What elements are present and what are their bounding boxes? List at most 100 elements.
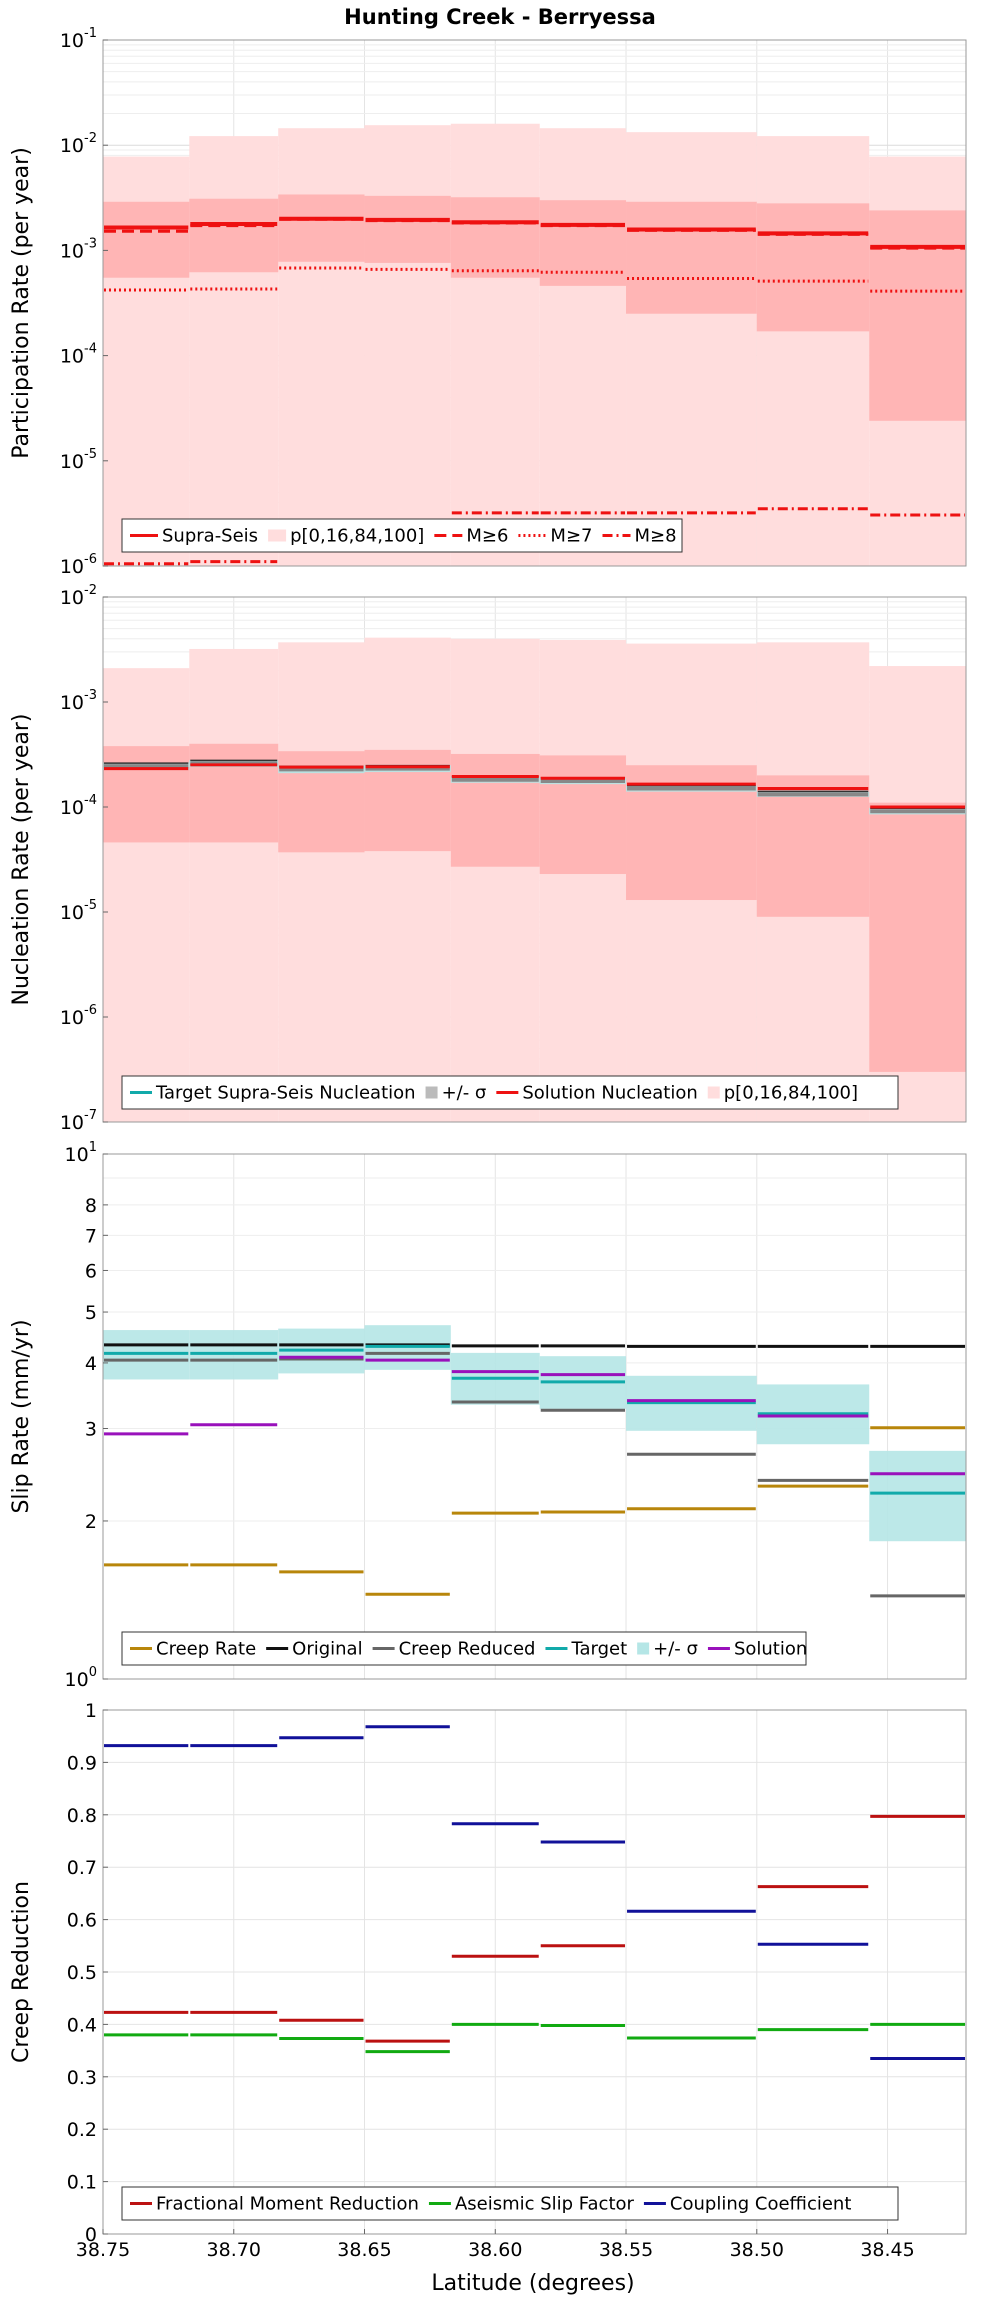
tick-exponent: -3: [84, 688, 97, 703]
legend-label: Aseismic Slip Factor: [455, 2194, 635, 2215]
legend-label: Solution Nucleation: [522, 1083, 697, 1104]
tick-exponent: -5: [84, 898, 97, 913]
y-tick-label: 101: [65, 1140, 97, 1166]
tick-base: 10: [60, 556, 84, 578]
band-outer-6: [626, 132, 757, 566]
series-solution-nucleation: [104, 763, 965, 809]
legend-label: Target: [570, 1639, 627, 1660]
band-inner-2: [278, 194, 365, 262]
legend-label: Target Supra-Seis Nucleation: [155, 1083, 416, 1104]
y-tick-label: 10-5: [60, 898, 97, 924]
tick-exponent: -1: [84, 26, 97, 41]
legend-swatch: [707, 1086, 720, 1099]
x-tick-label: 38.55: [599, 2239, 653, 2261]
y-ticks: 10-710-610-510-410-310-2: [60, 583, 108, 1134]
legend-label: M≥7: [550, 526, 592, 547]
tick-base: 10: [60, 797, 84, 819]
y-tick-label: 4: [85, 1353, 97, 1375]
band-inner-7: [756, 775, 870, 917]
series-creep-rate: [104, 1426, 965, 1596]
legend: Supra-Seis p[0,16,84,100] M≥6 M≥7 M≥8: [121, 518, 683, 553]
legend-label: Creep Rate: [156, 1639, 256, 1660]
chart-title: Hunting Creek - Berryessa: [344, 5, 656, 29]
y-tick-label: 100: [65, 1665, 97, 1691]
band-outer-7: [756, 136, 870, 567]
tick-base: 10: [60, 1007, 84, 1029]
band-inner-1: [189, 198, 279, 273]
y-tick-label: 10-6: [60, 552, 97, 578]
legend-label: +/- σ: [442, 1083, 487, 1104]
y-tick-label: 10-2: [60, 131, 97, 157]
legend: Fractional Moment Reduction Aseismic Slip…: [121, 2186, 899, 2221]
band-inner-4: [450, 197, 540, 278]
band-outer-4: [450, 123, 540, 567]
series-solution: [104, 1355, 965, 1476]
tick-exponent: -6: [84, 1003, 97, 1018]
band-outer-4: [450, 638, 540, 1122]
x-tick-label: 38.60: [468, 2239, 522, 2261]
y-tick-label: 10-1: [60, 26, 97, 52]
plot-frame: [102, 1153, 967, 1680]
band-cyan-8: [869, 1450, 966, 1542]
band-outer-3: [364, 637, 451, 1122]
legend: Target Supra-Seis Nucleation +/- σ Solutio…: [121, 1075, 899, 1110]
y-tick-label: 3: [85, 1419, 97, 1441]
y-tick-label: 8: [85, 1195, 97, 1217]
tick-base: 10: [60, 135, 84, 157]
tick-exponent: -7: [84, 1108, 97, 1123]
y-tick-label: 0.9: [67, 1752, 97, 1774]
tick-base: 10: [60, 346, 84, 368]
tick-exponent: 1: [89, 1140, 97, 1155]
legend-swatch: [637, 1642, 650, 1655]
y-tick-label: 0.1: [67, 2172, 97, 2194]
y-tick-label: 0: [85, 2224, 97, 2246]
tick-base: 10: [65, 1669, 89, 1691]
y-tick-label: 10-5: [60, 447, 97, 473]
y-tick-label: 10-3: [60, 236, 97, 262]
y-tick-label: 0.8: [67, 1805, 97, 1827]
x-axis-label: Latitude (degrees): [431, 2271, 634, 2296]
band-inner-6: [626, 201, 757, 314]
x-tick-label: 38.70: [207, 2239, 261, 2261]
tick-exponent: -3: [84, 236, 97, 251]
legend-label: Fractional Moment Reduction: [156, 2194, 419, 2215]
legend-label: Original: [292, 1639, 362, 1660]
legend-label: Solution: [734, 1639, 807, 1660]
band-outer-0: [103, 668, 190, 1122]
tick-exponent: -4: [84, 342, 97, 357]
tick-exponent: -2: [84, 131, 97, 146]
tick-base: 10: [60, 30, 84, 52]
y-tick-label: 10-6: [60, 1003, 97, 1029]
tick-exponent: -5: [84, 447, 97, 462]
legend-label: Coupling Coefficient: [670, 2194, 851, 2215]
y-tick-label: 2: [85, 1511, 97, 1533]
y-tick-label: 0.5: [67, 1962, 97, 1984]
tick-base: 10: [60, 451, 84, 473]
band-outer-2: [278, 642, 365, 1122]
legend-label: p[0,16,84,100]: [290, 526, 424, 547]
y-axis-label: Nucleation Rate (per year): [9, 714, 34, 1006]
legend-box: [121, 518, 683, 553]
y-tick-label: 10-4: [60, 342, 97, 368]
tick-base: 10: [60, 1112, 84, 1134]
series-creep-reduced: [104, 1351, 965, 1598]
series-fractional-moment-reduction: [104, 1814, 965, 2043]
band-inner-8: [869, 802, 966, 1072]
y-tick-label: 0.4: [67, 2014, 97, 2036]
band-outer-5: [539, 128, 627, 566]
y-tick-label: 10-7: [60, 1108, 97, 1134]
tick-exponent: -6: [84, 552, 97, 567]
legend: Creep Rate Original Creep Reduced Target +/-…: [121, 1631, 807, 1666]
legend-label: M≥6: [466, 526, 508, 547]
tick-base: 10: [60, 692, 84, 714]
y-tick-label: 5: [85, 1302, 97, 1324]
y-ticks: 0 0.1 0.2 0.3 0.4 0.5 0.6 0.7 0.8 0.9 1: [67, 1700, 108, 2246]
y-tick-label: 10-3: [60, 688, 97, 714]
y-tick-label: 0.2: [67, 2119, 97, 2141]
y-tick-label: 0.3: [67, 2067, 97, 2089]
